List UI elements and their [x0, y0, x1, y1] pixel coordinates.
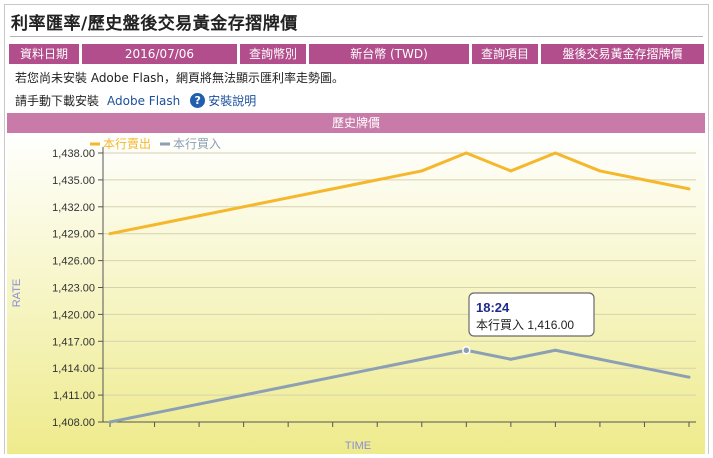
y-axis-label: RATE [11, 279, 23, 308]
chart-background [7, 133, 705, 454]
page-frame [4, 4, 709, 454]
data-point [553, 151, 557, 155]
data-point [553, 348, 557, 352]
y-tick-label: 1,420.00 [52, 309, 95, 321]
highlight-point [462, 346, 471, 355]
y-tick-label: 1,429.00 [52, 229, 95, 241]
data-point [153, 411, 157, 415]
data-point [242, 205, 246, 209]
data-point [108, 420, 112, 424]
data-point [375, 178, 379, 182]
help-icon[interactable]: ? [190, 93, 206, 108]
series-line-2 [109, 348, 690, 424]
y-tick-label: 1,426.00 [52, 256, 95, 268]
data-point [108, 232, 112, 236]
currency-value: 新台幣 (TWD) [309, 44, 469, 64]
title-divider [10, 36, 703, 37]
y-tick-label: 1,435.00 [52, 175, 95, 187]
series-line-1 [109, 151, 690, 236]
date-value: 2016/07/06 [82, 44, 237, 64]
data-point [331, 187, 335, 191]
data-point [242, 393, 246, 397]
data-point [197, 214, 201, 218]
y-tick-label: 1,438.00 [52, 148, 95, 160]
date-label: 資料日期 [9, 44, 79, 64]
tooltip-value: 本行買入 1,416.00 [476, 318, 574, 332]
y-tick-label: 1,411.00 [53, 390, 95, 402]
item-value: 盤後交易黃金存摺牌價 [541, 44, 704, 64]
data-point [687, 375, 691, 379]
item-label: 查詢項目 [472, 44, 538, 64]
y-tick-label: 1,414.00 [52, 363, 95, 375]
data-point [286, 384, 290, 388]
legend-label: 本行賣出 [103, 136, 151, 151]
data-point [464, 151, 468, 155]
currency-label: 查詢幣別 [240, 44, 306, 64]
rate-chart: 1,408.00 1,411.00 1,414.00 1,417.00 1,420.00… [7, 133, 705, 454]
y-tick-label: 1,432.00 [52, 202, 95, 214]
data-point [687, 187, 691, 191]
chart-svg: 1,408.00 1,411.00 1,414.00 1,417.00 1,420.00… [7, 133, 705, 454]
tooltip-box [468, 292, 595, 337]
data-point [286, 196, 290, 200]
history-header: 歷史牌價 [7, 113, 705, 133]
download-text: 請手動下載安裝 [15, 94, 100, 108]
query-info-bar: 資料日期 2016/07/06 查詢幣別 新台幣 (TWD) 查詢項目 盤後交易… [9, 44, 704, 64]
download-row: 請手動下載安裝 Adobe Flash ? 安裝說明 [15, 92, 256, 109]
flash-notice: 若您尚未安裝 Adobe Flash，網頁將無法顯示匯利率走勢圖。 [15, 71, 345, 85]
data-point [197, 402, 201, 406]
legend-label: 本行買入 [173, 137, 221, 151]
y-tick-label: 1,408.00 [52, 417, 95, 429]
data-point [375, 366, 379, 370]
data-point [420, 357, 424, 361]
data-point [331, 375, 335, 379]
adobe-flash-link[interactable]: Adobe Flash [107, 93, 181, 108]
data-point [598, 357, 602, 361]
data-point [642, 366, 646, 370]
y-tick-label: 1,417.00 [52, 336, 95, 348]
y-tick-label: 1,423.00 [52, 283, 95, 295]
x-axis-label: TIME [345, 440, 371, 452]
page-title: 利率匯率/歷史盤後交易黃金存摺牌價 [11, 14, 298, 34]
data-point [153, 223, 157, 227]
data-point [509, 169, 513, 173]
data-point [509, 357, 513, 361]
data-point [420, 169, 424, 173]
data-point [642, 178, 646, 182]
install-guide-link[interactable]: 安裝說明 [208, 94, 257, 108]
tooltip-time: 18:24 [476, 300, 510, 315]
data-point [598, 169, 602, 173]
